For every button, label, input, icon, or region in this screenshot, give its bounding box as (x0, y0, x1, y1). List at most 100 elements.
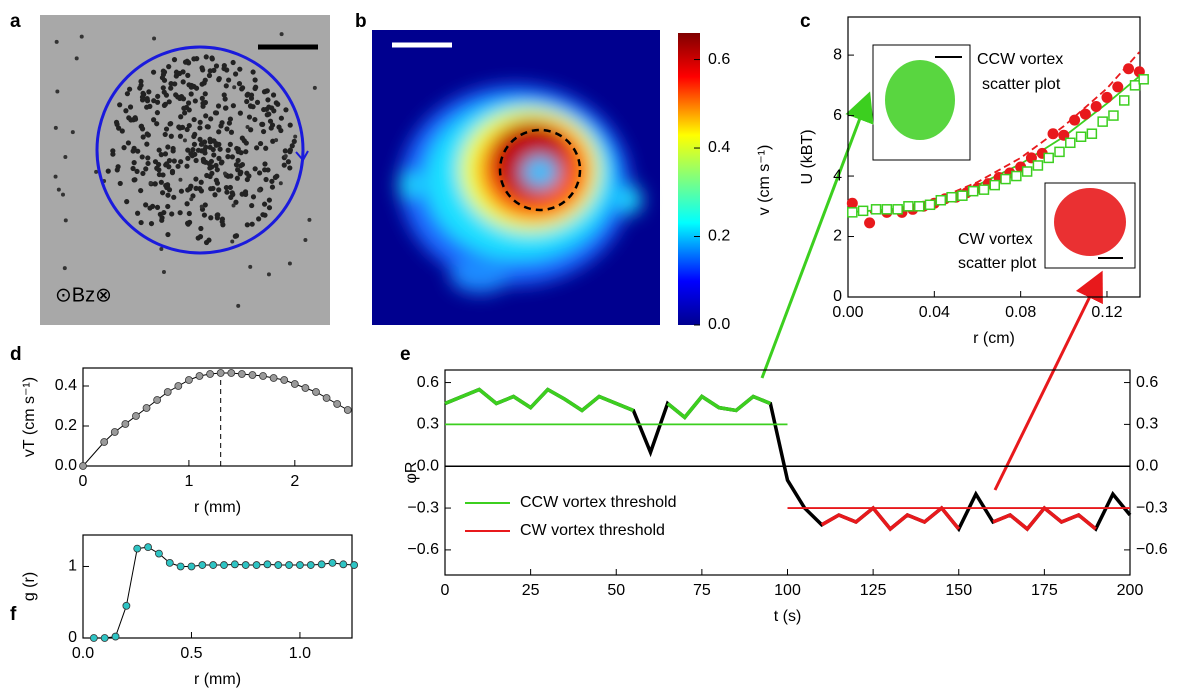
x-tick-label: 0 (79, 473, 88, 490)
point (1086, 128, 1098, 139)
particle (165, 203, 171, 210)
point (195, 372, 204, 380)
x-axis-label: r (mm) (194, 671, 241, 688)
particle (213, 177, 219, 183)
particle (224, 67, 230, 73)
particle (173, 69, 180, 75)
particle (283, 154, 288, 159)
point (881, 204, 893, 215)
particle (160, 190, 166, 196)
point (111, 632, 120, 641)
point (274, 561, 283, 569)
point (176, 562, 185, 571)
point (1043, 152, 1054, 164)
particle (247, 103, 254, 109)
colorbar-tick-label: 0.6 (708, 51, 730, 68)
particle (207, 68, 213, 74)
particle (263, 106, 270, 112)
panel-label: b (355, 11, 367, 32)
point (846, 197, 858, 209)
legend-label: CCW vortex threshold (520, 494, 677, 511)
particle (249, 202, 255, 209)
inset-note: scatter plot (982, 76, 1061, 93)
particle (216, 155, 222, 161)
particle (204, 172, 210, 179)
y-tick-label: −0.3 (407, 499, 439, 516)
particle (193, 185, 199, 191)
particle (165, 231, 171, 238)
particle (248, 127, 254, 133)
particle (188, 151, 194, 157)
particle (275, 101, 281, 107)
particle (227, 141, 233, 147)
point (328, 558, 337, 567)
point (1075, 131, 1087, 142)
y-tick-label: 0.2 (55, 417, 77, 434)
particle (266, 272, 271, 277)
particle (158, 152, 164, 158)
point (1123, 63, 1135, 75)
particle (144, 104, 150, 110)
particle (248, 95, 255, 101)
particle (193, 157, 199, 164)
point (248, 371, 257, 379)
particle (207, 165, 213, 171)
point (133, 544, 142, 553)
particle (156, 147, 162, 153)
particle (162, 131, 168, 138)
particle (262, 161, 268, 167)
y-tick-label: 0 (833, 288, 842, 305)
particle (154, 204, 161, 210)
particle (185, 187, 191, 193)
particle (212, 110, 219, 116)
particle (216, 129, 222, 135)
particle (230, 239, 235, 244)
point (1047, 128, 1059, 140)
point (163, 388, 172, 396)
y-axis-label: φR (403, 462, 420, 484)
particle (178, 114, 184, 120)
particle (125, 140, 132, 146)
particle (127, 104, 134, 110)
arrow (993, 270, 1103, 491)
particle (250, 69, 256, 75)
y2-tick-label: −0.6 (1136, 541, 1168, 558)
arrow (760, 91, 874, 379)
panel-label: a (10, 11, 21, 32)
point (1090, 101, 1102, 113)
particle (281, 162, 287, 168)
particle (185, 147, 191, 153)
particle (256, 216, 262, 222)
inset-note: CW vortex (958, 231, 1033, 248)
particle (283, 107, 289, 113)
particle (148, 180, 153, 185)
point (1129, 80, 1141, 91)
colorbar-tick-label: 0.0 (708, 316, 730, 333)
particle (154, 121, 160, 127)
particle (132, 177, 138, 183)
particle (208, 116, 214, 122)
point (1112, 81, 1124, 93)
particle (265, 97, 271, 103)
particle (74, 56, 79, 61)
x-tick-label: 1 (184, 473, 193, 490)
particle (117, 180, 123, 187)
particle (209, 170, 215, 176)
particle (245, 91, 251, 97)
particle (144, 131, 150, 137)
x-tick-label: 150 (945, 582, 972, 599)
point (1054, 146, 1065, 158)
particle (178, 159, 184, 165)
particle (232, 85, 237, 90)
particle (233, 162, 240, 168)
particle (148, 220, 155, 227)
point (153, 396, 162, 404)
particle (212, 192, 218, 198)
particle (177, 210, 183, 216)
particle (165, 192, 171, 198)
particle (233, 71, 239, 77)
particle (243, 149, 249, 155)
particle (213, 141, 219, 147)
particle (188, 91, 194, 97)
particle (124, 199, 130, 205)
